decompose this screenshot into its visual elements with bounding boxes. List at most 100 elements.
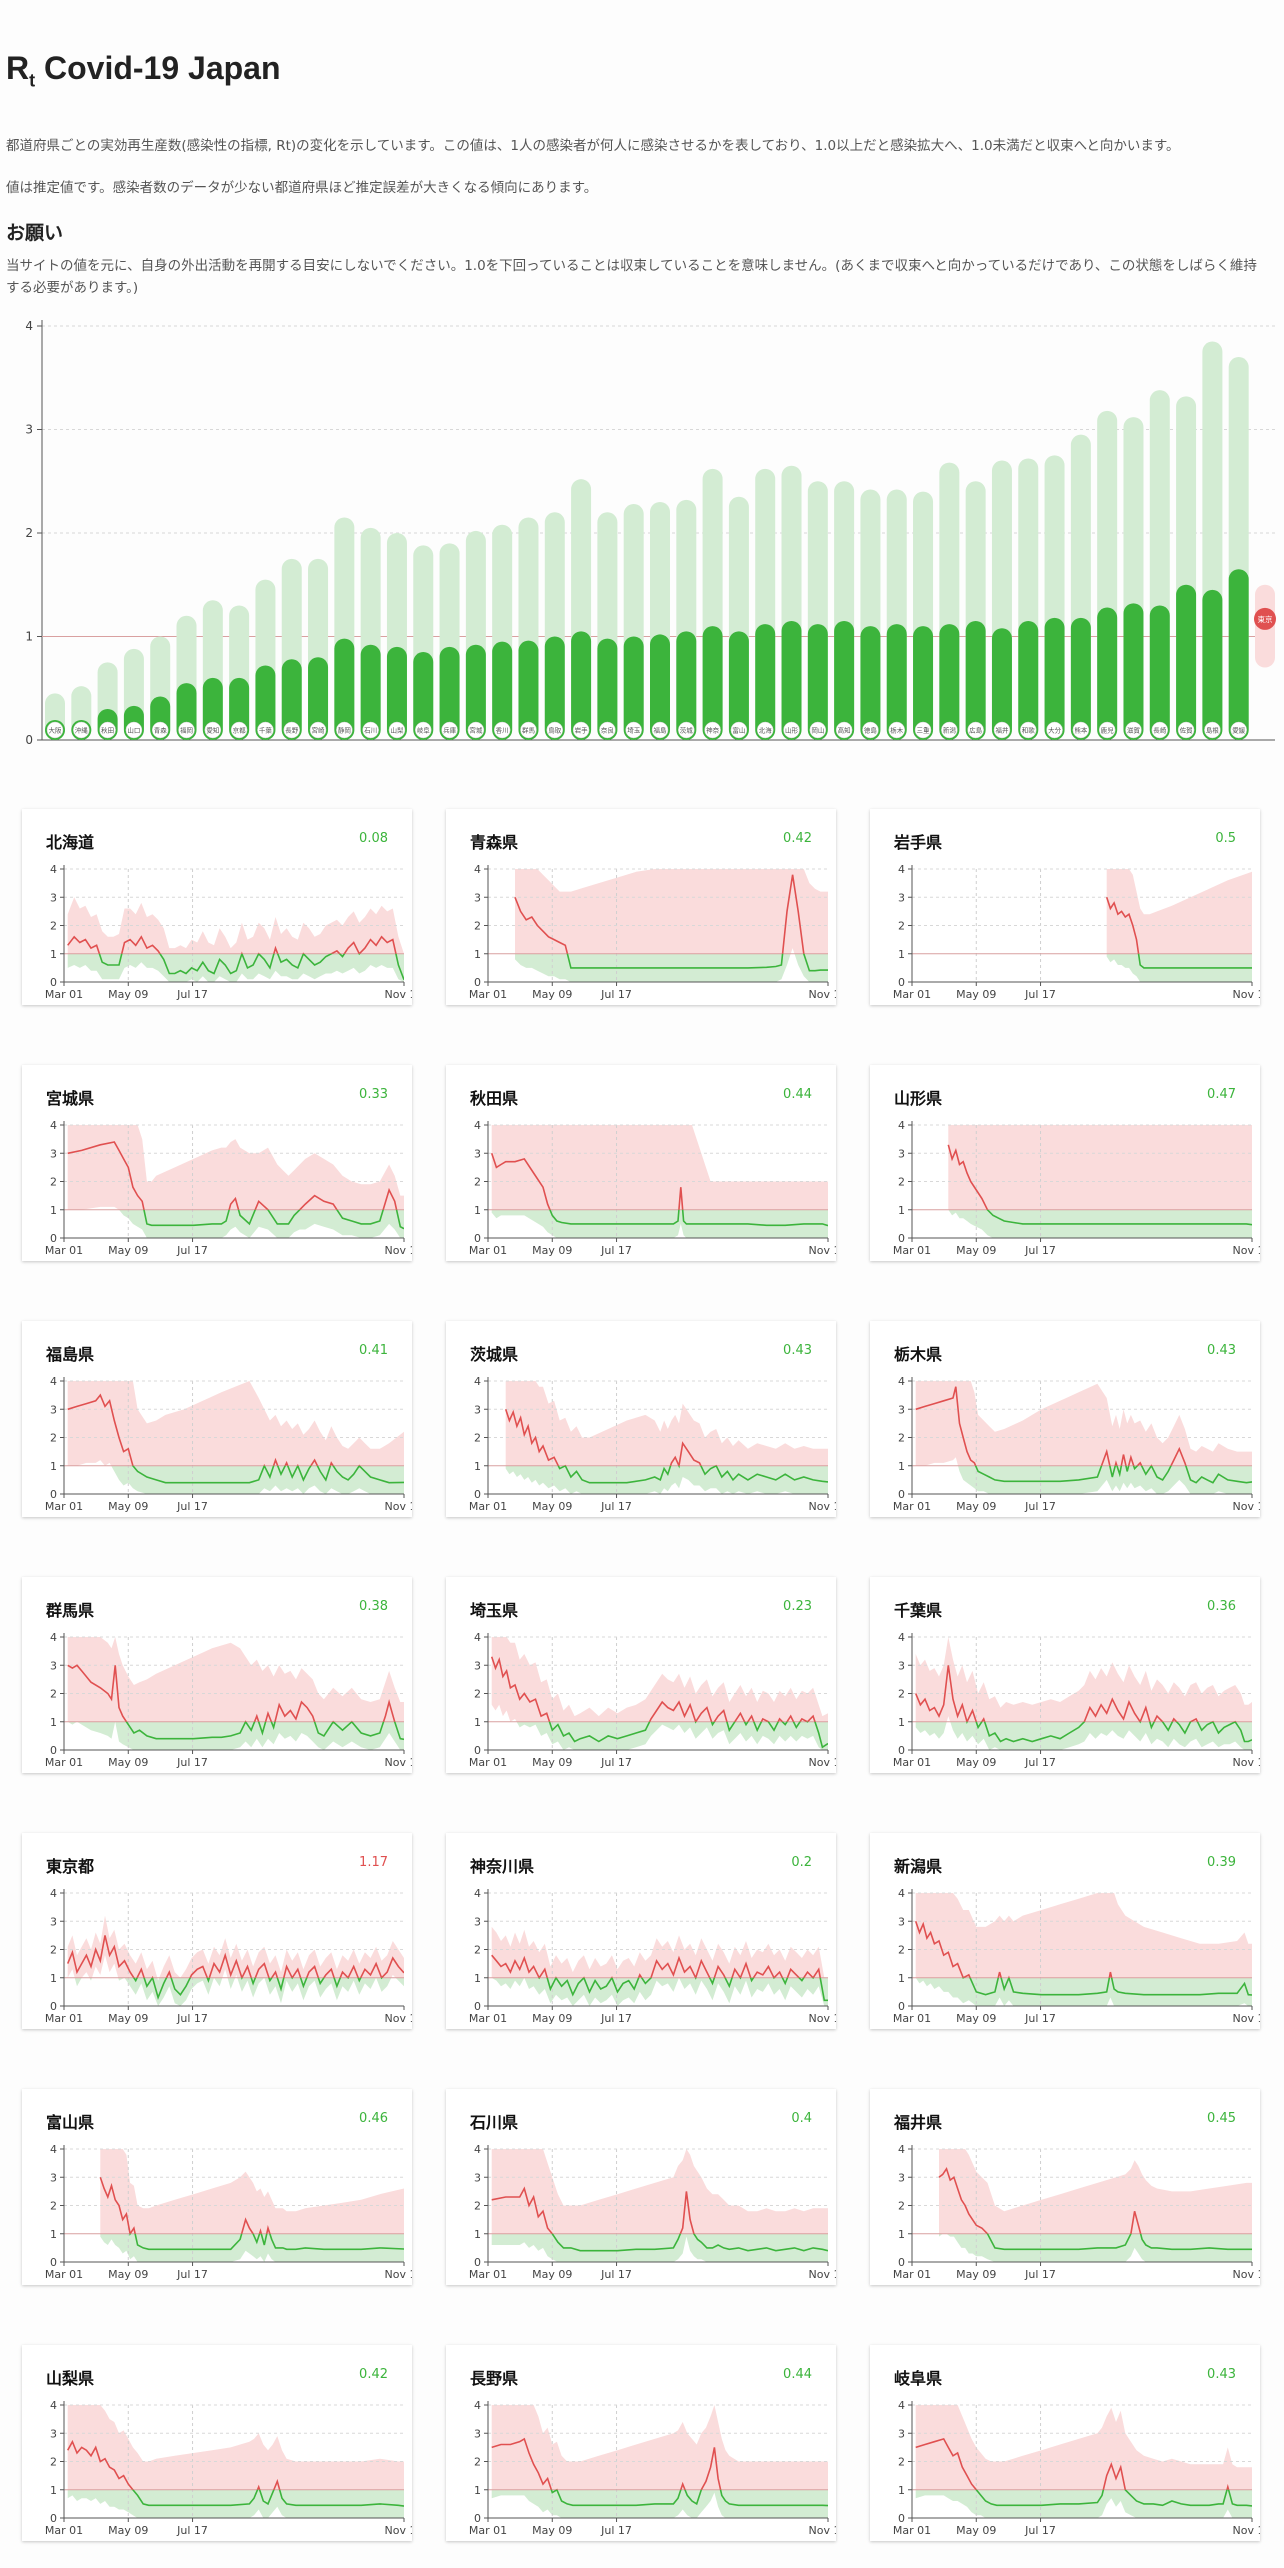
summary-category-label: 秋田 xyxy=(101,726,114,735)
x-tick-label: Mar 01 xyxy=(893,2268,931,2281)
summary-value-bar xyxy=(860,626,881,740)
rt-line-below xyxy=(550,2489,828,2507)
summary-label-dot xyxy=(572,721,590,739)
x-tick-label: May 09 xyxy=(956,2012,996,2025)
x-tick-label: Mar 01 xyxy=(45,2268,83,2281)
summary-value-bar xyxy=(386,646,407,740)
uncertainty-band-above xyxy=(100,2149,404,2234)
x-tick-label: Nov 11 xyxy=(809,1500,836,1513)
y-tick-label: 3 xyxy=(474,1403,481,1416)
x-tick-label: Nov 11 xyxy=(809,1244,836,1257)
x-tick-label: Nov 11 xyxy=(809,988,836,1001)
summary-category-label: 栃木 xyxy=(890,726,904,735)
y-tick-label: 2 xyxy=(898,1688,905,1701)
summary-value-bar xyxy=(360,644,381,740)
summary-value-bar xyxy=(755,624,776,740)
prefecture-card: 福井県 0.45 0 1 2 3 4 Mar 01 May 09 Jul 17 Nov 11 xyxy=(870,2089,1260,2285)
summary-category-label: 山形 xyxy=(785,726,799,735)
rt-line-below xyxy=(129,2233,404,2251)
uncertainty-band-below xyxy=(67,953,404,982)
summary-label-dot xyxy=(467,721,485,739)
uncertainty-band-above xyxy=(515,869,828,954)
summary-category-label: 東京 xyxy=(1258,614,1274,624)
y-tick-label: 1 xyxy=(898,948,905,961)
x-tick-label: Mar 01 xyxy=(469,1244,507,1257)
rt-line-below xyxy=(125,1721,404,1741)
rt-line-chart: 0 1 2 3 4 Mar 01 May 09 Jul 17 Nov 11 xyxy=(893,1631,1260,1769)
estimate-note: 値は推定値です。感染者数のデータが少ない都道府県ほど推定誤差が大きくなる傾向にあ… xyxy=(6,180,598,196)
rt-line-chart: 0 1 2 3 4 Mar 01 May 09 Jul 17 Nov 11 xyxy=(45,1375,412,1513)
x-tick-label: Jul 17 xyxy=(176,988,208,1001)
prefecture-name: 千葉県 xyxy=(894,1601,943,1620)
rt-line-chart: 0 1 2 3 4 Mar 01 May 09 Jul 17 Nov 11 xyxy=(893,863,1260,1001)
summary-value-bar xyxy=(834,620,855,740)
x-tick-label: May 09 xyxy=(532,2524,572,2537)
y-tick-label: 2 xyxy=(898,920,905,933)
prefecture-name: 秋田県 xyxy=(470,1089,519,1108)
y-tick-label: 0 xyxy=(50,976,57,989)
current-rt-value: 0.46 xyxy=(359,2111,388,2126)
current-rt-value: 0.45 xyxy=(1207,2111,1236,2126)
x-tick-label: Jul 17 xyxy=(600,1244,632,1257)
summary-label-dot xyxy=(651,721,669,739)
prefecture-card: 茨城県 0.43 0 1 2 3 4 Mar 01 May 09 Jul 17 Nov 11 xyxy=(446,1321,836,1517)
y-tick-label: 1 xyxy=(474,1460,481,1473)
prefecture-name: 群馬県 xyxy=(46,1601,95,1620)
x-tick-label: Jul 17 xyxy=(1024,1756,1056,1769)
x-tick-label: May 09 xyxy=(532,988,572,1001)
summary-category-label: 福井 xyxy=(995,726,1009,735)
summary-label-dot xyxy=(204,721,222,739)
summary-label-dot xyxy=(809,721,827,739)
summary-category-label: 埼玉 xyxy=(627,726,641,735)
uncertainty-band-above xyxy=(67,1637,404,1722)
y-tick-label: 4 xyxy=(50,1887,57,1900)
y-tick-label: 0 xyxy=(50,2512,57,2525)
summary-category-label: 鹿児 xyxy=(1101,726,1115,735)
y-tick-label: 3 xyxy=(50,1147,57,1160)
x-tick-label: Mar 01 xyxy=(893,2012,931,2025)
x-tick-label: Jul 17 xyxy=(600,988,632,1001)
y-tick-label: 4 xyxy=(50,1119,57,1132)
uncertainty-band-above xyxy=(491,1926,825,1978)
summary-label-dot xyxy=(625,721,642,739)
summary-label-dot xyxy=(415,721,432,739)
y-tick-label: 1 xyxy=(898,1204,905,1217)
current-rt-value: 0.2 xyxy=(791,1855,812,1870)
x-tick-label: Mar 01 xyxy=(893,1244,931,1257)
x-tick-label: Nov 11 xyxy=(385,1244,412,1257)
y-tick-label: 1 xyxy=(474,1972,481,1985)
y-tick-label: 0 xyxy=(898,2512,905,2525)
x-tick-label: Nov 11 xyxy=(1233,1756,1260,1769)
rt-line-chart: 0 1 2 3 4 Mar 01 May 09 Jul 17 Nov 11 xyxy=(469,1887,836,2025)
summary-label-dot xyxy=(1020,721,1037,739)
rt-line-below xyxy=(131,2489,404,2507)
prefecture-card: 東京都 1.17 0 1 2 3 4 Mar 01 May 09 Jul 17 Nov 11 xyxy=(22,1833,412,2029)
x-tick-label: May 09 xyxy=(532,1756,572,1769)
y-tick-label: 3 xyxy=(50,1659,57,1672)
y-tick-label: 4 xyxy=(898,1631,905,1644)
summary-label-dot xyxy=(967,721,984,739)
current-rt-value: 0.42 xyxy=(783,831,812,846)
rt-line-below xyxy=(1137,953,1252,969)
x-tick-label: May 09 xyxy=(108,1500,148,1513)
summary-category-label: 沖縄 xyxy=(75,726,89,735)
summary-category-label: 宮城 xyxy=(469,726,483,735)
y-tick-label: 0 xyxy=(474,1488,481,1501)
prefecture-name: 茨城県 xyxy=(470,1345,519,1364)
x-tick-label: Mar 01 xyxy=(45,2012,83,2025)
summary-label-dot xyxy=(914,721,932,739)
y-tick-label: 4 xyxy=(474,1119,481,1132)
rt-line-below xyxy=(975,2489,1252,2507)
y-tick-label: 1 xyxy=(474,948,481,961)
y-tick-label: 4 xyxy=(474,2399,481,2412)
y-tick-label: 4 xyxy=(50,863,57,876)
summary-y-tick-label: 4 xyxy=(25,319,33,333)
rt-line-chart: 0 1 2 3 4 Mar 01 May 09 Jul 17 Nov 11 xyxy=(893,1887,1260,2025)
summary-category-label: 愛媛 xyxy=(1232,726,1246,735)
y-tick-label: 1 xyxy=(898,2484,905,2497)
summary-value-bar xyxy=(1176,584,1197,740)
x-tick-label: Nov 11 xyxy=(385,2524,412,2537)
y-tick-label: 3 xyxy=(474,1147,481,1160)
y-tick-label: 3 xyxy=(898,2171,905,2184)
prefecture-name: 神奈川県 xyxy=(470,1857,535,1876)
